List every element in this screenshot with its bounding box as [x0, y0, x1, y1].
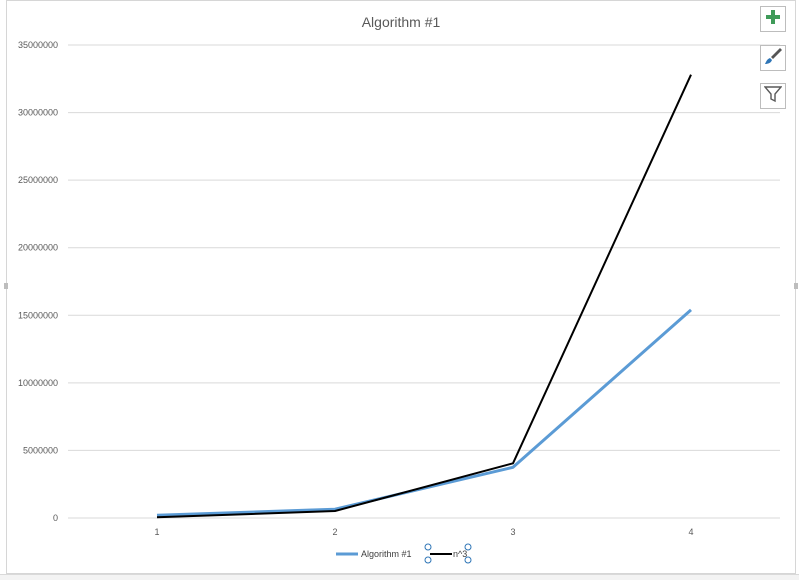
x-axis-tick-labels: 1 2 3 4: [154, 527, 693, 537]
y-tick-label: 20000000: [18, 243, 58, 253]
chart-title: Algorithm #1: [362, 14, 441, 30]
y-tick-label: 0: [53, 513, 58, 523]
y-tick-label: 25000000: [18, 175, 58, 185]
series-lines: [156, 74, 692, 519]
y-tick-label: 10000000: [18, 378, 58, 388]
y-axis-tick-labels: 0 5000000 10000000 15000000 20000000 25000000…: [18, 40, 58, 523]
y-tick-label: 5000000: [23, 445, 58, 455]
series-line-2[interactable]: [156, 74, 692, 519]
brush-icon: [763, 46, 783, 71]
x-tick-label: 2: [332, 527, 337, 537]
chart-area[interactable]: [6, 0, 796, 574]
legend[interactable]: Algorithm #1 n^3: [336, 543, 472, 564]
y-tick-label: 30000000: [18, 108, 58, 118]
chart-elements-button[interactable]: [760, 6, 786, 32]
selection-handle[interactable]: [424, 543, 432, 551]
x-tick-label: 3: [510, 527, 515, 537]
resize-handle-right[interactable]: [794, 283, 798, 289]
sheet-strip: [0, 574, 799, 580]
gridlines: [68, 44, 780, 519]
legend-label-2[interactable]: n^3: [453, 549, 467, 559]
chart-styles-button[interactable]: [760, 45, 786, 71]
series-line-1[interactable]: [156, 308, 692, 517]
funnel-icon: [763, 85, 783, 108]
selection-handle[interactable]: [464, 556, 472, 564]
chart-filters-button[interactable]: [760, 83, 786, 109]
x-tick-label: 4: [688, 527, 693, 537]
selection-handle[interactable]: [464, 543, 472, 551]
selection-handle[interactable]: [424, 556, 432, 564]
y-tick-label: 15000000: [18, 310, 58, 320]
plus-icon: [765, 9, 781, 30]
resize-handle-left[interactable]: [4, 283, 8, 289]
y-tick-label: 35000000: [18, 40, 58, 50]
x-tick-label: 1: [154, 527, 159, 537]
legend-label-1[interactable]: Algorithm #1: [361, 549, 412, 559]
